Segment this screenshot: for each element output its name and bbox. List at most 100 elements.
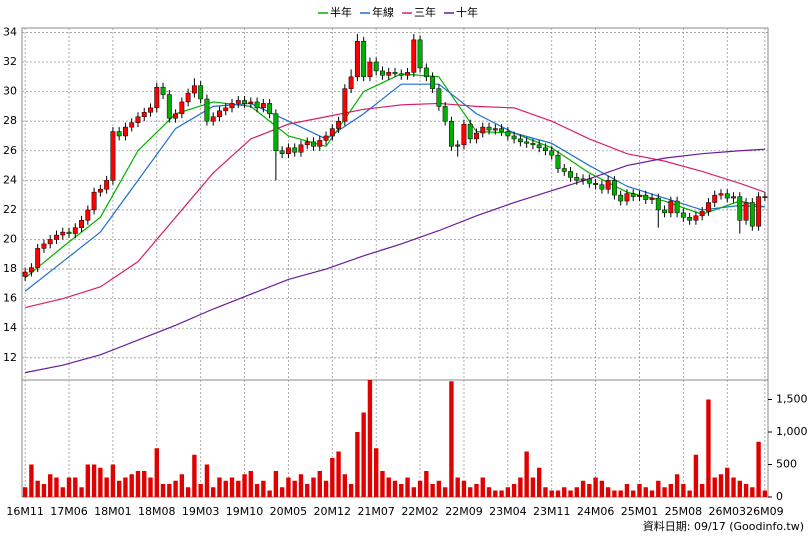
volume-bar [267, 490, 272, 497]
volume-bar [562, 487, 567, 497]
x-tick-label: 26M09 [746, 505, 784, 518]
volume-bar [631, 490, 636, 497]
volume-bar [98, 467, 103, 497]
candle-body [116, 131, 122, 137]
volume-bar [73, 477, 78, 497]
x-tick-label: 20M12 [314, 505, 352, 518]
volume-bar [129, 474, 134, 497]
volume-bar [22, 487, 28, 497]
candle-body [235, 100, 241, 104]
candle-body [524, 141, 530, 144]
candle-body [160, 86, 166, 95]
candle-body [762, 196, 768, 198]
candle-body [166, 94, 172, 119]
candle-body [354, 41, 360, 78]
volume-bar [373, 448, 379, 497]
candle-body [361, 41, 367, 78]
candle-body [605, 180, 611, 190]
candle-body [97, 188, 103, 193]
candle-body [430, 76, 436, 89]
candle-body [580, 178, 586, 181]
volume-bar [35, 480, 40, 497]
volume-bar [430, 484, 435, 497]
volume-bar [593, 477, 598, 497]
candle-body [72, 227, 78, 234]
candle-body [461, 123, 467, 146]
volume-bar [737, 480, 742, 497]
y2-tick-label: 500 [776, 458, 797, 471]
x-tick-label: 24M06 [577, 505, 615, 518]
x-tick-label: 19M10 [226, 505, 264, 518]
volume-bar [204, 464, 210, 497]
candle-body [756, 196, 762, 227]
volume-bar [405, 477, 410, 497]
volume-bar [756, 441, 761, 497]
candle-body [618, 194, 624, 202]
volume-bar [367, 380, 373, 497]
candle-body [480, 126, 486, 134]
candle-body [749, 202, 755, 227]
volume-bar [411, 487, 417, 497]
volume-bar [41, 484, 47, 497]
volume-bar [66, 477, 72, 497]
volume-bar [643, 487, 648, 497]
volume-bar [499, 490, 504, 497]
candle-body [311, 141, 316, 147]
candle-body [706, 202, 711, 212]
volume-bar [543, 487, 548, 497]
y-tick-label: 16 [3, 292, 17, 305]
candle-body [568, 171, 573, 178]
volume-bar [674, 474, 680, 497]
candle-body [699, 211, 705, 217]
volume-bar [442, 487, 448, 497]
volume-bar [110, 464, 116, 497]
candle-body [630, 193, 636, 197]
volume-bar [242, 474, 247, 497]
candle-body [179, 101, 185, 115]
candle-body [185, 92, 191, 103]
volume-bar [29, 464, 34, 497]
candle-body [724, 193, 730, 199]
volume-bar [555, 490, 561, 497]
candle-body [273, 113, 279, 152]
y-tick-label: 14 [3, 321, 17, 334]
volume-bar [154, 448, 159, 497]
volume-bar [261, 480, 266, 497]
candle-body [342, 88, 348, 122]
candle-body [511, 135, 517, 140]
volume-bar [486, 487, 492, 497]
volume-bar [116, 480, 122, 497]
candle-body [148, 107, 153, 113]
candle-body [737, 196, 743, 221]
volume-bar [699, 484, 705, 497]
volume-bar [731, 477, 736, 497]
volume-bar [254, 484, 260, 497]
x-tick-label: 26M03 [709, 505, 747, 518]
volume-bar [468, 487, 473, 497]
candle-body [223, 107, 229, 112]
volume-bar [637, 484, 642, 497]
candle-body [655, 197, 661, 211]
candle-body [517, 138, 523, 143]
candle-body [85, 209, 91, 221]
candle-body [129, 122, 135, 128]
candle-body [624, 193, 630, 202]
volume-bar [725, 467, 730, 497]
volume-bar [599, 480, 605, 497]
volume-bar [424, 471, 429, 497]
candle-body [505, 131, 511, 137]
x-tick-label: 22M09 [445, 505, 483, 518]
y-tick-label: 20 [3, 232, 17, 245]
y-tick-label: 28 [3, 114, 17, 127]
candle-body [104, 180, 110, 190]
volume-bar [574, 487, 579, 497]
candle-body [637, 194, 642, 197]
candle-body [79, 220, 84, 228]
volume-bar [461, 480, 467, 497]
volume-bar [524, 451, 529, 497]
volume-bar [693, 454, 699, 497]
legend-label: 三年 [414, 5, 436, 19]
volume-bar [587, 484, 592, 497]
candle-body [474, 132, 479, 140]
candle-body [329, 128, 335, 137]
